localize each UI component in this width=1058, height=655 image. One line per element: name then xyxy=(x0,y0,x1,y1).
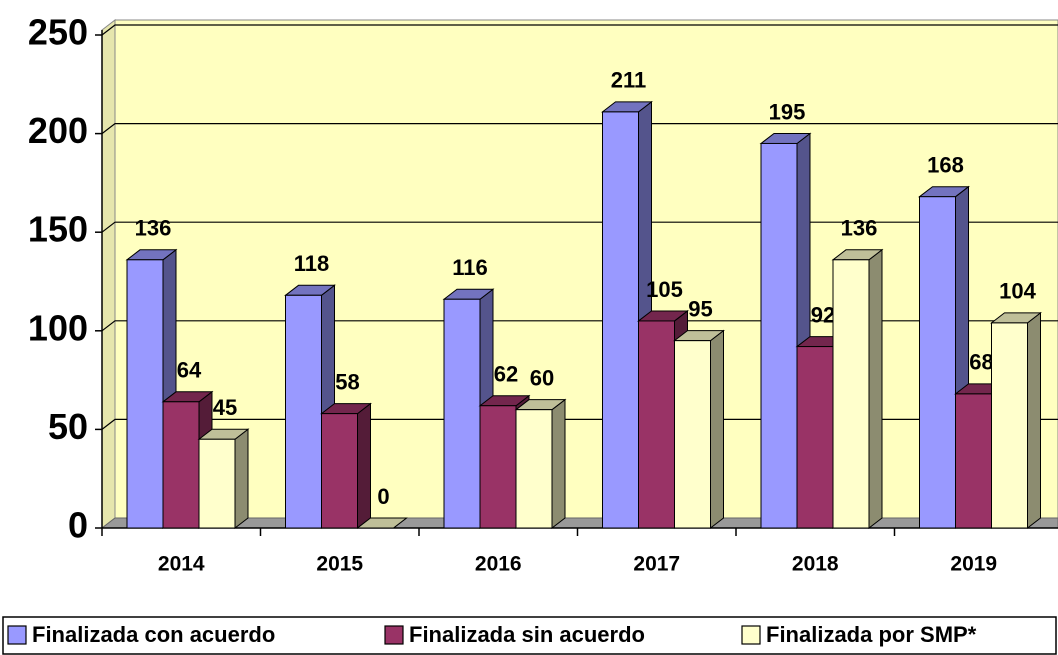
grid-line xyxy=(101,320,1058,332)
value-label: 64 xyxy=(177,358,202,383)
x-tick-label: 2016 xyxy=(475,553,522,576)
legend-label: Finalizada por SMP* xyxy=(766,622,977,647)
value-label: 105 xyxy=(646,277,683,302)
x-tick-label: 2019 xyxy=(950,553,997,576)
bar-front xyxy=(638,320,675,529)
value-label: 95 xyxy=(688,296,712,321)
legend-swatch xyxy=(384,625,404,645)
value-label: 104 xyxy=(999,279,1036,304)
y-tick-label: 150 xyxy=(28,209,88,250)
bar xyxy=(831,248,884,530)
x-tick-label: 2017 xyxy=(633,553,680,576)
bar-front xyxy=(832,259,870,529)
value-label: 136 xyxy=(135,216,172,241)
value-label: 62 xyxy=(494,362,518,387)
bar-side xyxy=(1027,311,1041,530)
bar-front xyxy=(919,196,956,529)
x-tick-label: 2015 xyxy=(316,553,363,576)
bar-side xyxy=(357,402,371,530)
bar-front xyxy=(126,259,164,529)
grid-line xyxy=(101,24,1058,36)
y-tick-label: 250 xyxy=(28,12,88,53)
value-label: 116 xyxy=(452,255,488,280)
bar-side xyxy=(551,398,566,530)
grid-line xyxy=(101,418,1058,430)
bar-front xyxy=(443,298,481,529)
grid-line xyxy=(101,122,1058,135)
legend-swatch xyxy=(741,625,761,645)
side-wall xyxy=(101,18,116,530)
y-tick-label: 100 xyxy=(28,307,88,348)
value-label: 195 xyxy=(769,99,806,124)
value-label: 118 xyxy=(294,251,330,276)
bar-side xyxy=(710,329,724,530)
bar-front xyxy=(955,393,992,529)
bar-side xyxy=(868,248,883,530)
bar-front xyxy=(674,340,711,529)
value-label: 58 xyxy=(335,369,359,394)
bar-front xyxy=(162,401,200,529)
value-label: 0 xyxy=(377,484,389,509)
bar-front xyxy=(321,413,358,529)
bar-top xyxy=(356,517,408,529)
bar-front xyxy=(991,322,1028,529)
bar-front xyxy=(285,294,322,529)
bar xyxy=(356,517,408,529)
value-label: 168 xyxy=(927,153,964,178)
legend-label: Finalizada con acuerdo xyxy=(32,622,275,647)
bar xyxy=(197,428,250,530)
bar-front xyxy=(796,346,834,529)
back-wall xyxy=(114,19,1058,519)
bar xyxy=(990,311,1042,530)
bar xyxy=(673,329,725,530)
bar-side xyxy=(234,428,249,530)
value-label: 68 xyxy=(969,350,993,375)
x-tick-label: 2014 xyxy=(158,553,205,576)
bar-front xyxy=(760,142,798,529)
y-tick-label: 0 xyxy=(68,505,88,546)
value-label: 211 xyxy=(611,68,647,93)
bar-front xyxy=(602,111,639,529)
bar xyxy=(514,398,567,530)
value-label: 45 xyxy=(213,395,237,420)
value-label: 92 xyxy=(811,302,835,327)
bar xyxy=(320,402,372,530)
y-tick-label: 50 xyxy=(48,406,88,447)
legend-box xyxy=(2,616,1057,655)
grid-line xyxy=(101,221,1058,233)
value-label: 60 xyxy=(530,365,554,390)
bar-front xyxy=(198,438,236,529)
y-tick-label: 200 xyxy=(28,110,88,151)
bar-front xyxy=(479,405,517,529)
value-label: 136 xyxy=(841,216,878,241)
bar-front xyxy=(515,409,553,529)
legend-label: Finalizada sin acuerdo xyxy=(409,622,645,647)
legend-swatch xyxy=(7,625,27,645)
x-tick-label: 2018 xyxy=(792,553,839,576)
